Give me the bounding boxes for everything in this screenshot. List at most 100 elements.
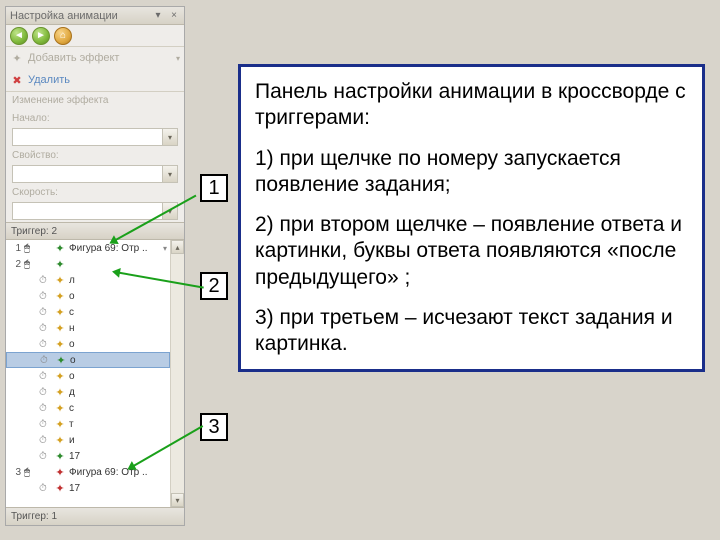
remove-label: Удалить	[28, 74, 70, 86]
animation-row[interactable]: ⏱✦о	[6, 336, 170, 352]
info-p3: 3) при третьем – исчезают текст задания …	[255, 305, 688, 358]
callout-2: 2	[200, 272, 228, 300]
effect-star-icon: ✦	[54, 306, 66, 318]
row-label: о	[69, 339, 167, 350]
animation-row[interactable]: ⏱✦с	[6, 400, 170, 416]
animation-row[interactable]: ⏱✦о	[6, 352, 170, 368]
start-dropdown[interactable]: ▾	[12, 128, 178, 146]
after-prev-icon: ⏱	[39, 291, 51, 302]
after-prev-icon: ⏱	[39, 387, 51, 398]
scrollbar[interactable]: ▴ ▾	[170, 240, 184, 507]
animation-row[interactable]: ⏱✦о	[6, 288, 170, 304]
effect-star-icon: ✦	[54, 434, 66, 446]
animation-row[interactable]: 3🖱✦Фигура 69: Отр ..	[6, 464, 170, 480]
property-dropdown[interactable]: ▾	[12, 165, 178, 183]
trigger-icon: 🖱	[24, 259, 36, 270]
add-effect-label: Добавить эффект	[28, 52, 119, 64]
after-prev-icon: ⏱	[39, 435, 51, 446]
row-number: 1	[9, 243, 21, 254]
effect-star-icon: ✦	[54, 322, 66, 334]
after-prev-icon: ⏱	[40, 355, 52, 366]
chevron-down-icon[interactable]: ▾	[163, 244, 167, 253]
info-heading: Панель настройки анимации в кроссворде с…	[255, 79, 688, 132]
panel-nav: ◄ ► ⌂	[6, 25, 184, 47]
nav-home-icon[interactable]: ⌂	[54, 27, 72, 45]
row-label: о	[69, 291, 167, 302]
effect-star-icon: ✦	[55, 354, 67, 366]
effect-star-icon: ✦	[54, 482, 66, 494]
remove-icon: ✖	[10, 73, 24, 87]
effect-star-icon: ✦	[54, 290, 66, 302]
row-label: 17	[69, 483, 167, 494]
animation-row[interactable]: 2🖱 ✦	[6, 256, 170, 272]
after-prev-icon: ⏱	[39, 403, 51, 414]
after-prev-icon: ⏱	[39, 483, 51, 494]
change-effect-section: Изменение эффекта	[6, 92, 184, 111]
info-p1: 1) при щелчке по номеру запускается появ…	[255, 146, 688, 199]
animation-row[interactable]: ⏱✦л	[6, 272, 170, 288]
info-box: Панель настройки анимации в кроссворде с…	[238, 64, 705, 372]
chevron-down-icon: ▾	[162, 166, 177, 182]
chevron-down-icon: ▾	[162, 129, 177, 145]
effect-star-icon: ✦	[54, 418, 66, 430]
nav-back-icon[interactable]: ◄	[10, 27, 28, 45]
row-label: о	[69, 371, 167, 382]
animation-list: 1🖱✦Фигура 69: Отр ..▾2🖱✦⏱✦л⏱✦о⏱✦с⏱✦н⏱✦о⏱…	[6, 240, 170, 507]
row-label: н	[69, 323, 167, 334]
info-p2: 2) при втором щелчке – появление ответа …	[255, 212, 688, 291]
row-label: о	[70, 355, 166, 366]
speed-label: Скорость:	[12, 187, 67, 198]
animation-row[interactable]: ⏱✦17	[6, 480, 170, 496]
row-label: с	[69, 307, 167, 318]
chevron-down-icon: ▾	[176, 54, 180, 63]
trigger-icon: 🖱	[24, 467, 36, 478]
after-prev-icon: ⏱	[39, 371, 51, 382]
animation-row[interactable]: ⏱✦о	[6, 368, 170, 384]
scroll-down-icon[interactable]: ▾	[171, 493, 184, 507]
scroll-up-icon[interactable]: ▴	[171, 240, 184, 254]
panel-title-text: Настройка анимации	[10, 10, 148, 22]
animation-panel: Настройка анимации ▾ × ◄ ► ⌂ ✦ Добавить …	[5, 6, 185, 526]
trigger-footer: Триггер: 1	[6, 507, 184, 525]
start-label: Начало:	[12, 113, 67, 124]
effect-star-icon: ✦	[54, 466, 66, 478]
after-prev-icon: ⏱	[39, 419, 51, 430]
animation-row[interactable]: ⏱✦д	[6, 384, 170, 400]
effect-star-icon: ✦	[54, 402, 66, 414]
after-prev-icon: ⏱	[39, 275, 51, 286]
panel-close-icon[interactable]: ×	[168, 10, 180, 22]
row-label: т	[69, 419, 167, 430]
nav-forward-icon[interactable]: ►	[32, 27, 50, 45]
after-prev-icon: ⏱	[39, 339, 51, 350]
animation-row[interactable]: ⏱✦т	[6, 416, 170, 432]
remove-row[interactable]: ✖ Удалить	[6, 69, 184, 91]
callout-3: 3	[200, 413, 228, 441]
property-label: Свойство:	[12, 150, 67, 161]
effect-star-icon: ✦	[54, 386, 66, 398]
animation-row[interactable]: 1🖱✦Фигура 69: Отр ..▾	[6, 240, 170, 256]
effect-star-icon: ✦	[54, 274, 66, 286]
panel-titlebar: Настройка анимации ▾ ×	[6, 7, 184, 25]
animation-row[interactable]: ⏱✦н	[6, 320, 170, 336]
after-prev-icon: ⏱	[39, 307, 51, 318]
callout-1: 1	[200, 174, 228, 202]
animation-row[interactable]: ⏱✦и	[6, 432, 170, 448]
panel-dropdown-icon[interactable]: ▾	[152, 10, 164, 22]
trigger-header: Триггер: 2	[6, 222, 184, 240]
add-effect-row[interactable]: ✦ Добавить эффект ▾	[6, 47, 184, 69]
effect-star-icon: ✦	[54, 370, 66, 382]
add-effect-icon: ✦	[10, 51, 24, 65]
row-number: 3	[9, 467, 21, 478]
after-prev-icon: ⏱	[39, 451, 51, 462]
row-label: д	[69, 387, 167, 398]
row-number: 2	[9, 259, 21, 270]
animation-row[interactable]: ⏱✦17	[6, 448, 170, 464]
after-prev-icon: ⏱	[39, 323, 51, 334]
row-label: с	[69, 403, 167, 414]
effect-star-icon: ✦	[54, 242, 66, 254]
animation-row[interactable]: ⏱✦с	[6, 304, 170, 320]
row-label: и	[69, 435, 167, 446]
effect-star-icon: ✦	[54, 258, 66, 270]
trigger-icon: 🖱	[24, 243, 36, 254]
effect-star-icon: ✦	[54, 450, 66, 462]
